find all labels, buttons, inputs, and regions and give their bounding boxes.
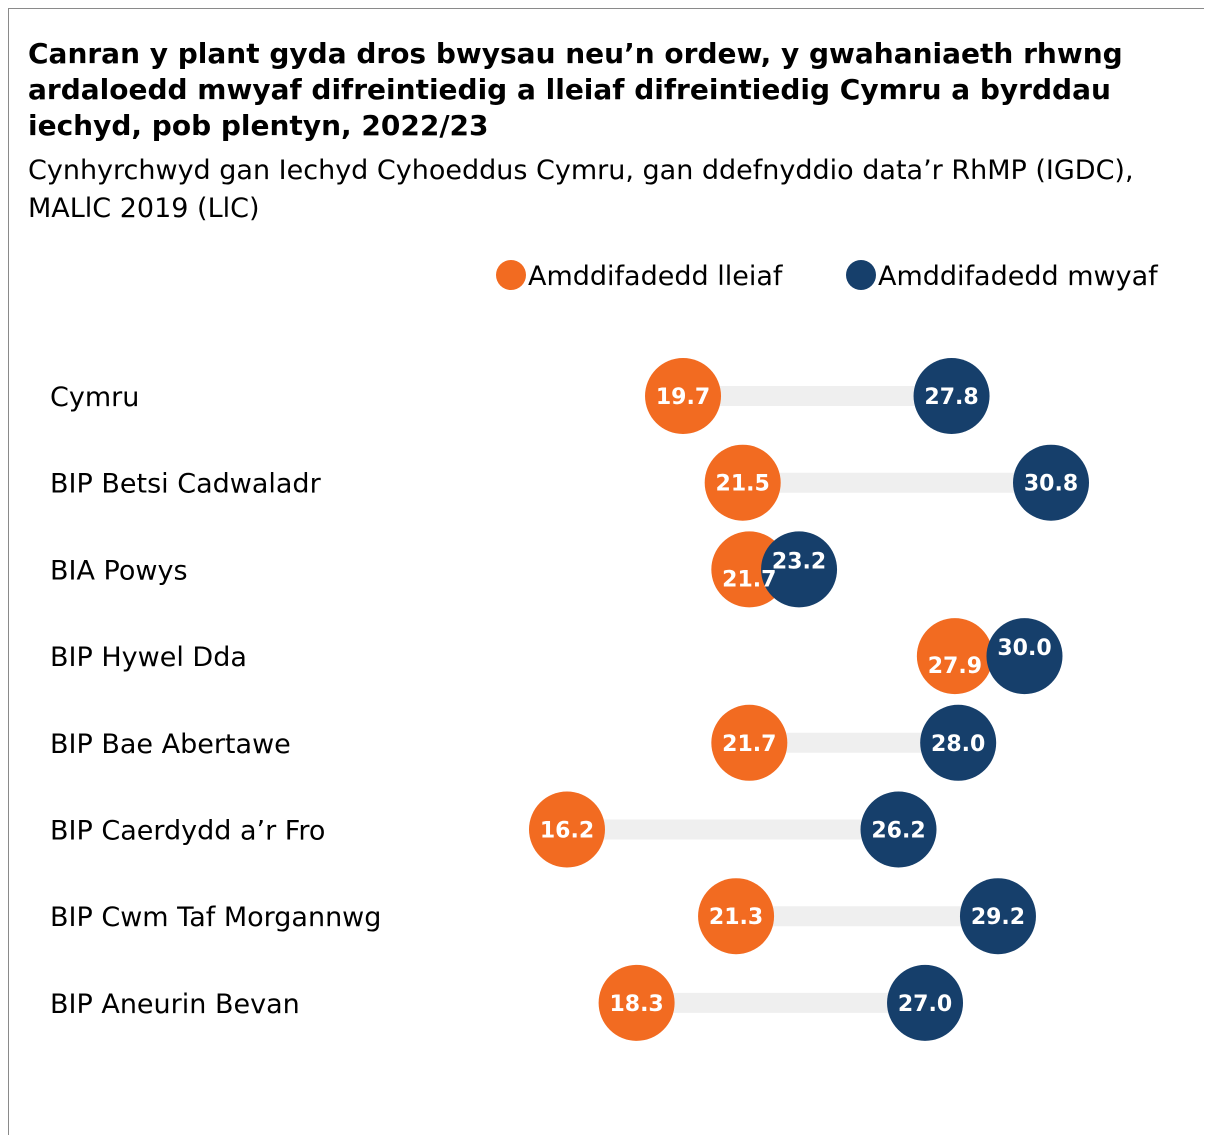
value-label-most: 26.2 — [871, 819, 925, 844]
marker-least — [698, 878, 775, 955]
value-label-least: 21.5 — [716, 472, 770, 497]
value-label-most: 30.8 — [1024, 472, 1078, 497]
marker-most — [959, 878, 1036, 955]
marker-least — [598, 964, 675, 1041]
category-label: Cymru — [50, 382, 139, 413]
value-label-least: 27.9 — [928, 654, 982, 679]
chart-row: BIP Aneurin Bevan 18.3 27.0 — [50, 964, 964, 1041]
category-label: BIP Hywel Dda — [50, 642, 247, 673]
marker-least — [528, 791, 605, 868]
chart-row: BIP Betsi Cadwaladr 21.5 30.8 — [50, 444, 1090, 521]
marker-most — [860, 791, 937, 868]
category-label: BIP Cwm Taf Morgannwg — [50, 902, 381, 933]
legend: Amddifadedd lleiaf Amddifadedd mwyaf — [496, 260, 1159, 292]
value-label-most: 28.0 — [931, 732, 985, 757]
chart-row: BIP Cwm Taf Morgannwg 21.3 29.2 — [50, 878, 1036, 955]
chart-row: BIP Hywel Dda 27.9 30.0 — [50, 618, 1063, 695]
value-label-most: 27.0 — [898, 992, 952, 1017]
value-label-least: 21.3 — [709, 905, 763, 930]
category-label: BIA Powys — [50, 555, 188, 586]
chart-subtitle: Cynhyrchwyd gan Iechyd Cyhoeddus Cymru, … — [28, 155, 1134, 224]
value-label-least: 21.7 — [722, 732, 776, 757]
category-label: BIP Bae Abertawe — [50, 729, 291, 760]
value-label-most: 29.2 — [971, 905, 1025, 930]
marker-least — [704, 444, 781, 521]
marker-least — [711, 704, 788, 781]
value-label-least: 16.2 — [540, 819, 594, 844]
category-label: BIP Caerdydd a’r Fro — [50, 816, 325, 847]
value-label-most: 27.8 — [924, 385, 978, 410]
marker-most — [761, 531, 838, 608]
marker-most — [920, 704, 997, 781]
marker-most — [913, 358, 990, 434]
value-label-least: 21.7 — [722, 567, 776, 592]
value-label-most: 23.2 — [772, 549, 826, 574]
chart-row: BIP Bae Abertawe 21.7 28.0 — [50, 704, 997, 781]
legend-label-least: Amddifadedd lleiaf — [528, 261, 784, 292]
marker-most — [986, 618, 1063, 695]
chart-row: BIP Caerdydd a’r Fro 16.2 26.2 — [50, 791, 937, 868]
legend-marker-least — [496, 260, 526, 290]
chart-title: Canran y plant gyda dros bwysau neu’n or… — [28, 37, 1123, 142]
category-label: BIP Betsi Cadwaladr — [50, 469, 322, 500]
legend-marker-most — [846, 260, 876, 290]
value-label-most: 30.0 — [997, 636, 1051, 661]
plot-area: Cymru 19.7 27.8 BIP Betsi Cadwaladr 21.5 30.8… — [50, 358, 1090, 1041]
chart-row: Cymru 19.7 27.8 — [50, 358, 990, 434]
legend-label-most: Amddifadedd mwyaf — [878, 261, 1159, 292]
marker-least — [645, 358, 722, 434]
marker-most — [887, 964, 964, 1041]
value-label-least: 18.3 — [609, 992, 663, 1017]
chart-row: BIA Powys 21.723.2 — [50, 531, 838, 608]
category-label: BIP Aneurin Bevan — [50, 989, 300, 1020]
value-label-least: 19.7 — [656, 385, 710, 410]
marker-least — [916, 618, 993, 695]
marker-most — [1013, 444, 1090, 521]
